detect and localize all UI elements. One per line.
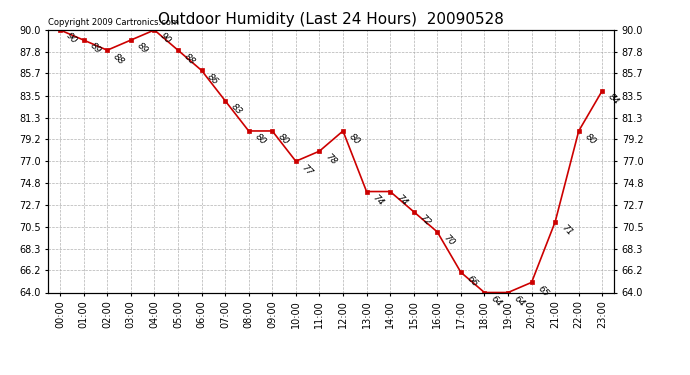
- Text: 90: 90: [159, 32, 173, 46]
- Text: 77: 77: [300, 163, 315, 177]
- Text: 89: 89: [88, 42, 102, 56]
- Text: 70: 70: [442, 233, 456, 248]
- Text: 74: 74: [394, 193, 408, 207]
- Text: 74: 74: [371, 193, 385, 207]
- Text: 80: 80: [253, 132, 267, 147]
- Text: 86: 86: [206, 72, 220, 86]
- Text: 80: 80: [583, 132, 598, 147]
- Text: 90: 90: [64, 32, 79, 46]
- Text: 71: 71: [560, 223, 574, 238]
- Text: 64: 64: [512, 294, 526, 308]
- Text: 84: 84: [607, 92, 621, 106]
- Text: 65: 65: [535, 284, 550, 298]
- Text: 72: 72: [418, 213, 433, 228]
- Text: 89: 89: [135, 42, 150, 56]
- Text: 66: 66: [465, 274, 480, 288]
- Text: Copyright 2009 Cartronics.com: Copyright 2009 Cartronics.com: [48, 18, 179, 27]
- Text: 88: 88: [111, 52, 126, 66]
- Text: 64: 64: [489, 294, 503, 308]
- Text: 80: 80: [277, 132, 291, 147]
- Text: 83: 83: [229, 102, 244, 117]
- Text: 78: 78: [324, 153, 338, 167]
- Text: 80: 80: [347, 132, 362, 147]
- Text: 88: 88: [182, 52, 197, 66]
- Title: Outdoor Humidity (Last 24 Hours)  20090528: Outdoor Humidity (Last 24 Hours) 2009052…: [158, 12, 504, 27]
